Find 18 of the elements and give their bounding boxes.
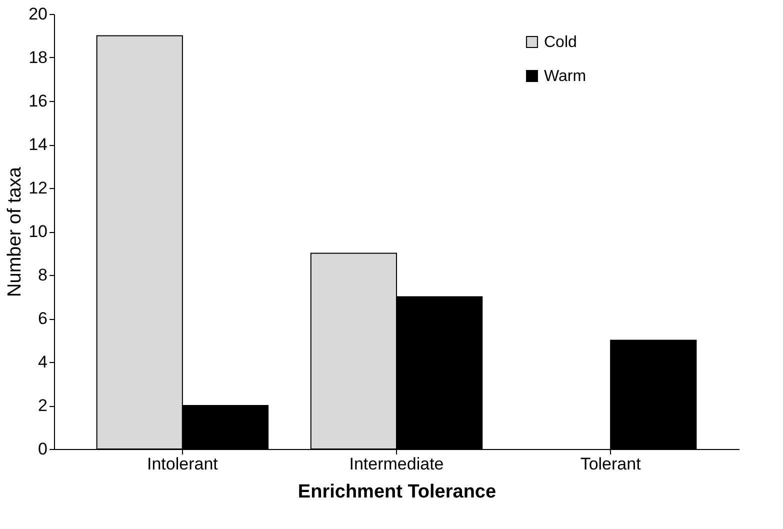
y-tick-label: 6	[38, 309, 48, 328]
y-tick-label: 4	[38, 352, 48, 372]
y-tick-label: 8	[38, 266, 48, 284]
x-tick-label: Intolerant	[146, 454, 218, 474]
y-axis-title: Number of taxa	[4, 166, 26, 297]
y-tick-label: 10	[28, 222, 48, 241]
y-tick-label: 14	[28, 135, 48, 154]
y-tick-label: 2	[38, 396, 48, 415]
y-tick-label: 0	[38, 440, 48, 458]
y-tick-label: 20	[28, 4, 48, 24]
y-tick-label: 18	[28, 48, 48, 67]
legend-label: Cold	[544, 34, 577, 51]
y-tick-label: 16	[28, 92, 48, 110]
x-tick-label: Tolerant	[580, 454, 642, 474]
legend-label: Warm	[544, 68, 586, 85]
x-axis-title: Enrichment Tolerance	[298, 482, 496, 502]
y-tick-label: 12	[28, 178, 48, 198]
x-tick-label: Intermediate	[349, 454, 444, 474]
